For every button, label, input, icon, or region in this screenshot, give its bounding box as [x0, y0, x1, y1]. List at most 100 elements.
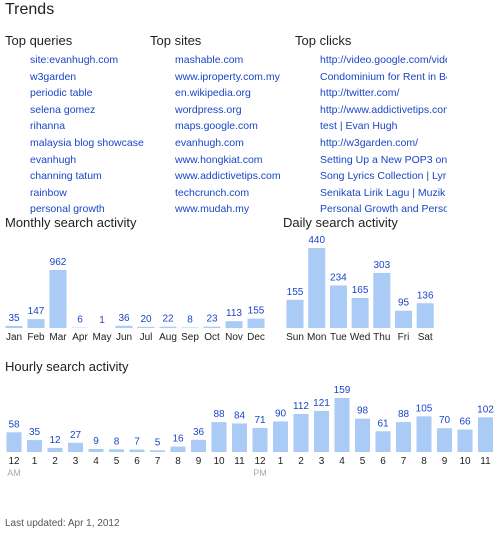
list-link[interactable]: evanhugh.com: [175, 136, 244, 149]
list-link[interactable]: evanhugh: [30, 153, 77, 166]
x-tick-label: Tue: [330, 332, 347, 343]
list-item: wordpress.org: [175, 102, 298, 119]
list-heading: Top sites: [150, 33, 202, 48]
x-tick-label: 3: [73, 456, 79, 467]
bar: [203, 326, 221, 328]
bar: [27, 440, 42, 452]
bar: [314, 410, 329, 452]
list-link[interactable]: channing tatum: [30, 170, 102, 183]
x-tick-label: Apr: [72, 332, 88, 343]
list-link[interactable]: Personal Growth and Person: [320, 203, 447, 216]
list-link[interactable]: rainbow: [30, 186, 67, 199]
x-tick-label: 10: [213, 456, 225, 467]
last-updated: Last updated: Apr 1, 2012: [5, 518, 120, 529]
value-label: 66: [459, 417, 471, 428]
bar: [6, 432, 22, 452]
bar: [47, 447, 63, 452]
list-link[interactable]: w3garden: [30, 70, 77, 83]
list-item: en.wikipedia.org: [175, 85, 298, 102]
list-link[interactable]: Condominium for Rent in Bel: [320, 70, 447, 83]
list-item: rihanna: [30, 118, 153, 135]
x-tick-label: Fri: [398, 332, 410, 343]
value-label: 121: [313, 398, 330, 409]
x-tick-label: Wed: [350, 332, 370, 343]
list-item: channing tatum: [30, 168, 153, 185]
bar: [293, 413, 309, 452]
value-label: 12: [49, 435, 61, 446]
bar: [351, 298, 369, 328]
list-link[interactable]: http://video.google.com/vide: [320, 54, 447, 66]
bar: [395, 310, 412, 328]
list-link[interactable]: Setting Up a New POP3 on i: [320, 153, 447, 166]
list-item: www.mudah.my: [175, 201, 298, 218]
chart-title: Monthly search activity: [5, 215, 137, 230]
value-label: 9: [93, 436, 99, 447]
list-link[interactable]: http://www.addictivetips.com: [320, 103, 447, 116]
x-tick-label: 8: [421, 456, 427, 467]
list-link[interactable]: malaysia blog showcase: [30, 136, 144, 149]
list-link[interactable]: maps.google.com: [175, 120, 258, 133]
list-link[interactable]: techcrunch.com: [175, 186, 250, 199]
value-label: 6: [77, 315, 83, 326]
x-tick-label: 1: [278, 456, 284, 467]
bar: [232, 423, 247, 452]
list-link[interactable]: www.hongkiat.com: [175, 153, 263, 166]
bar: [478, 417, 493, 452]
list-item: site:evanhugh.com: [30, 52, 153, 69]
bar: [170, 446, 186, 452]
list-link[interactable]: rihanna: [30, 120, 66, 133]
list-link[interactable]: selena gomez: [30, 103, 96, 116]
bar: [247, 318, 265, 328]
list-link[interactable]: www.mudah.my: [175, 203, 250, 216]
list-item: Setting Up a New POP3 on i: [320, 152, 447, 169]
list-link[interactable]: www.iproperty.com.my: [175, 70, 280, 83]
bar: [109, 449, 124, 452]
list-link[interactable]: Song Lyrics Collection | Lyric: [320, 170, 447, 183]
bar: [396, 422, 411, 452]
x-tick-label: 11: [234, 456, 245, 467]
value-label: 155: [287, 287, 304, 298]
bar: [457, 429, 473, 452]
value-label: 35: [8, 313, 20, 324]
list-link[interactable]: wordpress.org: [175, 103, 242, 116]
x-tick-label: 1: [32, 456, 38, 467]
value-label: 155: [248, 306, 265, 317]
list-link[interactable]: Senikata Lirik Lagu | Muzik A: [320, 186, 447, 199]
bar: [5, 325, 23, 328]
list-link[interactable]: mashable.com: [175, 54, 244, 66]
list-link[interactable]: test | Evan Hugh: [320, 120, 398, 133]
list-item: http://w3garden.com/: [320, 135, 447, 152]
list-heading: Top queries: [5, 33, 73, 48]
x-tick-label: 2: [298, 456, 304, 467]
bar: [286, 299, 304, 328]
list-item: evanhugh: [30, 152, 153, 169]
x-tick-label: May: [93, 332, 112, 343]
list-link[interactable]: periodic table: [30, 87, 93, 100]
x-tick-label: Jan: [6, 332, 22, 343]
bar: [416, 416, 432, 452]
value-label: 35: [29, 427, 41, 438]
list-item: http://twitter.com/: [320, 85, 447, 102]
list-link[interactable]: personal growth: [30, 203, 105, 216]
bar: [49, 270, 67, 328]
list-item: Senikata Lirik Lagu | Muzik A: [320, 185, 447, 202]
list-heading: Top clicks: [295, 33, 352, 48]
value-label: 88: [213, 409, 225, 420]
value-label: 27: [70, 430, 82, 441]
list-link[interactable]: site:evanhugh.com: [30, 54, 119, 66]
value-label: 8: [114, 436, 120, 447]
x-tick-label: 5: [114, 456, 120, 467]
bar: [334, 398, 350, 452]
list-link[interactable]: www.addictivetips.com: [175, 170, 281, 183]
value-label: 303: [373, 260, 390, 271]
x-tick-label: Mon: [307, 332, 326, 343]
list-link[interactable]: http://w3garden.com/: [320, 136, 419, 149]
ranked-list: http://video.google.com/vide Condominium …: [295, 52, 447, 218]
list-item: techcrunch.com: [175, 185, 298, 202]
value-label: 22: [162, 314, 174, 325]
list-link[interactable]: http://twitter.com/: [320, 87, 400, 100]
list-link[interactable]: en.wikipedia.org: [175, 87, 251, 100]
list-item: selena gomez: [30, 102, 153, 119]
value-label: 112: [293, 401, 309, 412]
